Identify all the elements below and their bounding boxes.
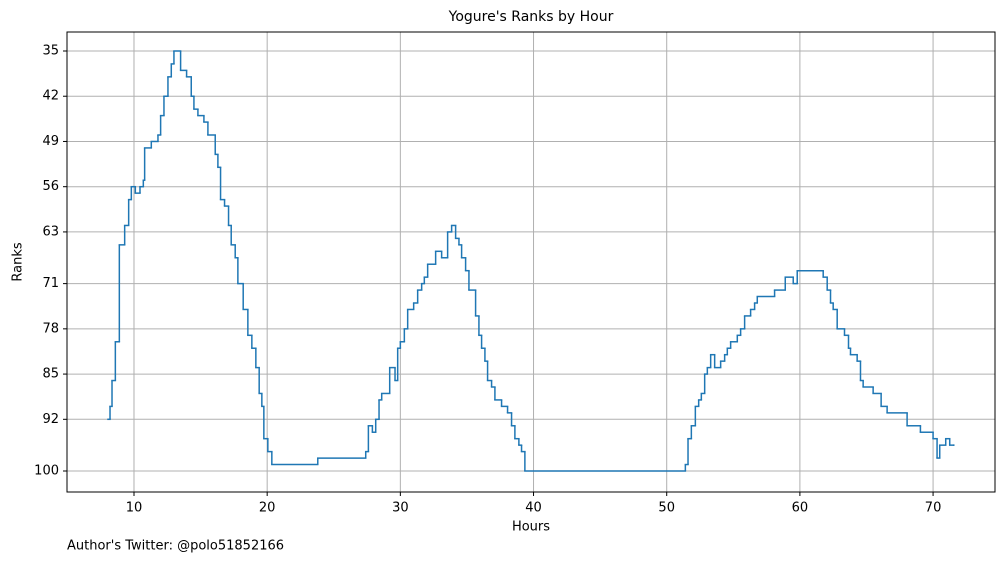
- y-tick-label: 56: [42, 179, 59, 194]
- x-tick-label: 50: [658, 501, 675, 516]
- x-tick-label: 10: [126, 501, 143, 516]
- x-tick-label: 70: [925, 501, 942, 516]
- y-tick-label: 42: [42, 89, 59, 104]
- y-axis-label: Ranks: [11, 242, 26, 281]
- y-tick-label: 63: [42, 224, 59, 239]
- y-tick-label: 71: [42, 276, 59, 291]
- x-axis-label: Hours: [512, 520, 550, 535]
- y-tick-label: 35: [42, 43, 59, 58]
- x-tick-label: 20: [259, 501, 276, 516]
- y-tick-label: 49: [42, 134, 59, 149]
- x-tick-label: 40: [525, 501, 542, 516]
- plot-frame: [66, 31, 996, 493]
- y-tick-label: 85: [42, 367, 59, 382]
- marks-layer: [107, 50, 955, 472]
- y-tick-label: 78: [42, 321, 59, 336]
- x-tick-label: 60: [792, 501, 809, 516]
- y-tick-label: 100: [34, 463, 59, 478]
- annotation: Author's Twitter: @polo51852166: [67, 539, 284, 554]
- y-tick-label: 92: [42, 412, 59, 427]
- chart-title: Yogure's Ranks by Hour: [448, 9, 614, 25]
- x-tick-label: 30: [392, 501, 409, 516]
- grid-layer: [63, 32, 995, 496]
